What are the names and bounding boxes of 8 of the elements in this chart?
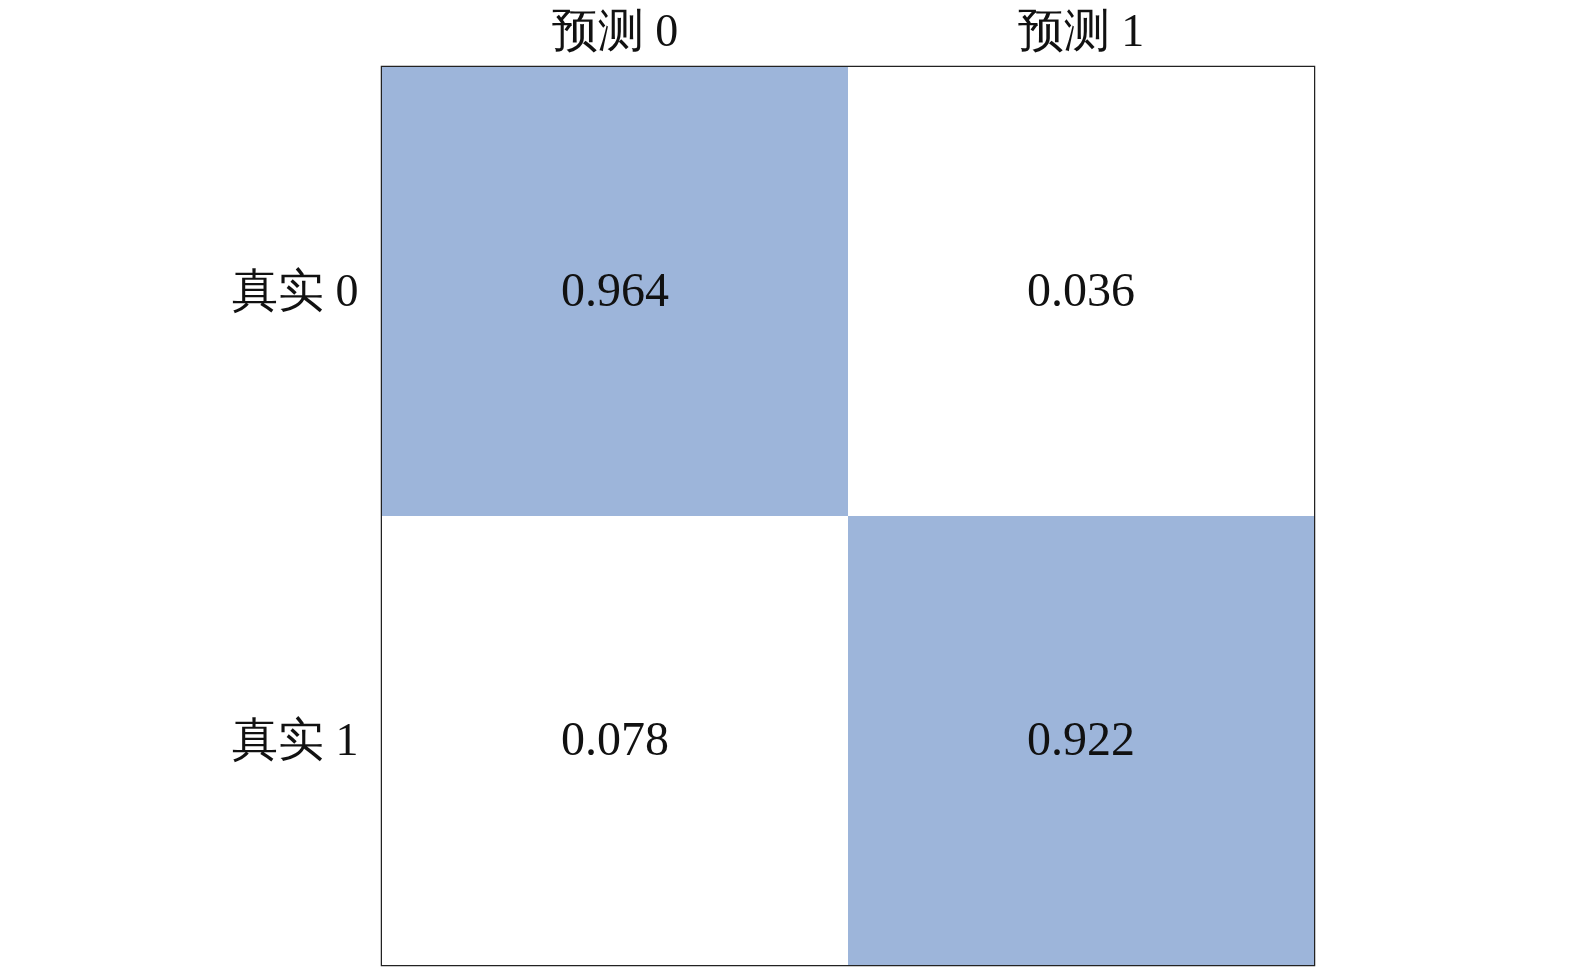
x-tick-label: 预测 1 <box>1017 4 1145 56</box>
data-label: 0.964 <box>561 262 669 316</box>
data-label: 0.078 <box>561 711 669 765</box>
y-tick-label: 真实 1 <box>232 713 359 765</box>
x-tick-label: 预测 0 <box>551 4 679 56</box>
data-label: 0.922 <box>1027 711 1135 765</box>
data-label: 0.036 <box>1027 262 1135 316</box>
y-tick-label: 真实 0 <box>232 264 359 316</box>
